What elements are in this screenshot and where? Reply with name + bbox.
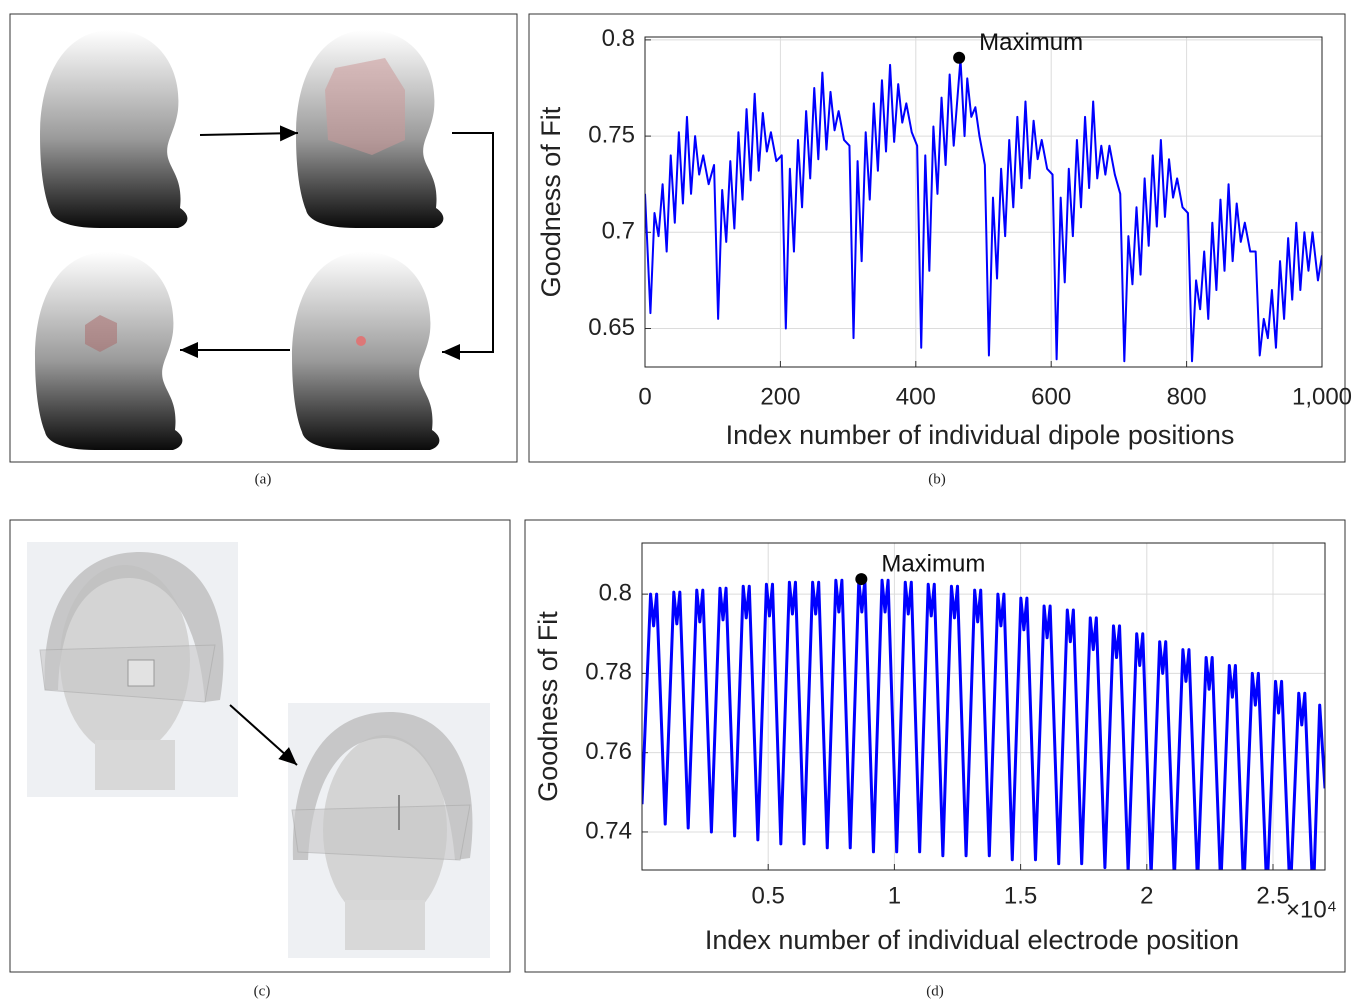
x-axis-label: Index number of individual dipole positi… xyxy=(726,420,1235,450)
y-tick-label: 0.8 xyxy=(602,25,635,52)
x-tick-label: 400 xyxy=(896,383,936,410)
head-model xyxy=(39,552,224,790)
maximum-marker xyxy=(855,573,868,586)
caption: (d) xyxy=(926,983,944,999)
dipole-point xyxy=(356,336,366,346)
arrow xyxy=(199,125,299,142)
x-tick-label: 2.5 xyxy=(1256,882,1289,909)
head-model xyxy=(291,712,473,950)
arrow xyxy=(229,704,298,766)
caption: (a) xyxy=(255,471,272,487)
x-tick-label: 800 xyxy=(1167,383,1207,410)
x-tick-label: 1.5 xyxy=(1004,882,1037,909)
plot-border xyxy=(644,36,1323,368)
y-tick-label: 0.7 xyxy=(602,218,635,245)
caption: (c) xyxy=(254,983,271,999)
x-axis-label: Index number of individual electrode pos… xyxy=(705,925,1239,955)
y-tick-label: 0.65 xyxy=(588,314,635,341)
y-tick-label: 0.74 xyxy=(585,817,632,844)
y-tick-label: 0.78 xyxy=(585,659,632,686)
dipole-region xyxy=(85,315,117,352)
x-tick-label: 1,000 xyxy=(1292,383,1352,410)
data-line xyxy=(642,578,1325,870)
head-icon xyxy=(292,252,440,450)
y-tick-label: 0.75 xyxy=(588,121,635,148)
head-icon xyxy=(35,252,183,450)
caption: (b) xyxy=(928,471,946,487)
arrow xyxy=(442,132,494,360)
y-axis-label: Goodness of Fit xyxy=(536,106,566,297)
data-line xyxy=(645,58,1322,363)
dipole-grid xyxy=(325,58,405,155)
y-tick-label: 0.76 xyxy=(585,738,632,765)
y-tick-label: 0.8 xyxy=(599,579,632,606)
x-tick-label: 200 xyxy=(760,383,800,410)
plot-border xyxy=(641,542,1326,871)
x-tick-label: 2 xyxy=(1140,882,1153,909)
y-axis-label: Goodness of Fit xyxy=(533,611,563,802)
x-tick-label: 1 xyxy=(888,882,901,909)
x-tick-label: 0 xyxy=(638,383,651,410)
annotation: Maximum xyxy=(881,550,985,577)
annotation: Maximum xyxy=(979,29,1083,56)
maximum-marker xyxy=(953,51,966,64)
x-tick-label: 0.5 xyxy=(752,882,785,909)
x-tick-label: 600 xyxy=(1031,383,1071,410)
head-icon xyxy=(40,30,188,228)
x-multiplier: ×10⁴ xyxy=(1286,896,1337,923)
